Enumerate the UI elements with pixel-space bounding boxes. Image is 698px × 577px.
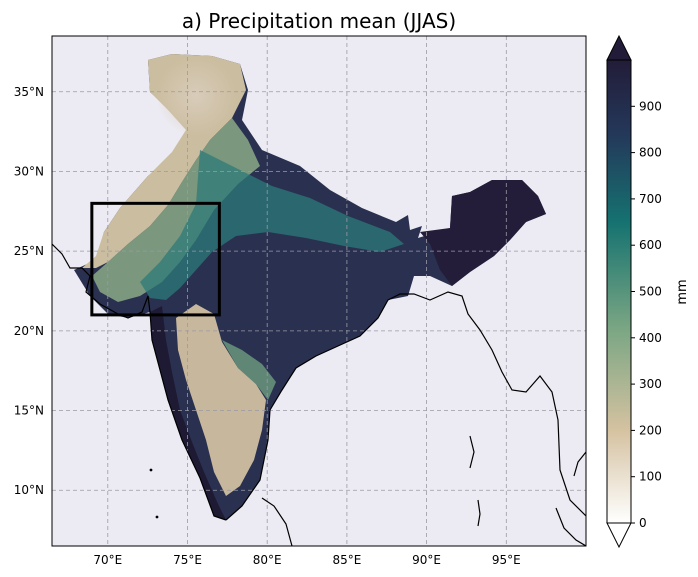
- colorbar-tick-label: 0: [639, 516, 647, 530]
- colorbar-fill: [607, 60, 631, 523]
- coastlines: [52, 243, 586, 546]
- chart-title: a) Precipitation mean (JJAS): [182, 9, 456, 33]
- x-tick-label: 85°E: [332, 553, 361, 567]
- sri-lanka-coast: [261, 497, 293, 546]
- y-tick-label: 35°N: [14, 85, 44, 99]
- x-tick-label: 90°E: [412, 553, 441, 567]
- colorbar: 0 100 200 300 400 500 600 700 800 900 mm: [606, 34, 690, 549]
- lakshadweep-dot: [149, 468, 153, 472]
- map-frame: [51, 35, 587, 547]
- colorbar-extend-min: [606, 522, 632, 549]
- deccan-rain-shadow: [176, 304, 266, 496]
- y-tick-label: 10°N: [14, 483, 44, 497]
- y-tick-label: 20°N: [14, 324, 44, 338]
- colorbar-tick-label: 100: [639, 470, 662, 484]
- x-tick-label: 75°E: [173, 553, 202, 567]
- colorbar-tick-label: 800: [639, 146, 662, 160]
- y-tick-label: 25°N: [14, 244, 44, 258]
- colorbar-tick-label: 200: [639, 423, 662, 437]
- lakshadweep-dot-2: [155, 515, 159, 519]
- x-tick-label: 70°E: [93, 553, 122, 567]
- colorbar-tick-label: 400: [639, 331, 662, 345]
- coastline-west: [52, 243, 227, 521]
- northeast-wet: [420, 180, 546, 286]
- coastline-myanmar-south: [555, 507, 586, 546]
- precipitation-field: [74, 54, 546, 520]
- gangetic-teal-band: [140, 150, 404, 300]
- y-tick-label: 15°N: [14, 404, 44, 418]
- coastline-east: [225, 291, 586, 521]
- kashmir-dry-spot: [156, 56, 236, 136]
- andaman-islands: [469, 435, 481, 527]
- x-tick-label: 80°E: [253, 553, 282, 567]
- coastline-thailand: [573, 451, 586, 477]
- colorbar-tick-label: 700: [639, 192, 662, 206]
- x-tick-label: 95°E: [492, 553, 521, 567]
- colorbar-tick-label: 300: [639, 377, 662, 391]
- colorbar-extend-max: [606, 34, 632, 61]
- y-tick-label: 30°N: [14, 164, 44, 178]
- colorbar-ticks: 0 100 200 300 400 500 600 700 800 900: [631, 99, 662, 530]
- deccan-transition: [222, 340, 276, 400]
- x-tick-labels: 70°E 75°E 80°E 85°E 90°E 95°E: [93, 553, 520, 567]
- gridlines: [52, 36, 586, 546]
- y-tick-labels: 10°N 15°N 20°N 25°N 30°N 35°N: [14, 85, 44, 497]
- region-highlight-box: [90, 201, 221, 317]
- colorbar-tick-label: 900: [639, 99, 662, 113]
- colorbar-label: mm: [675, 279, 690, 304]
- western-ghats-wet: [150, 306, 226, 520]
- colorbar-tick-label: 600: [639, 238, 662, 252]
- colorbar-tick-label: 500: [639, 285, 662, 299]
